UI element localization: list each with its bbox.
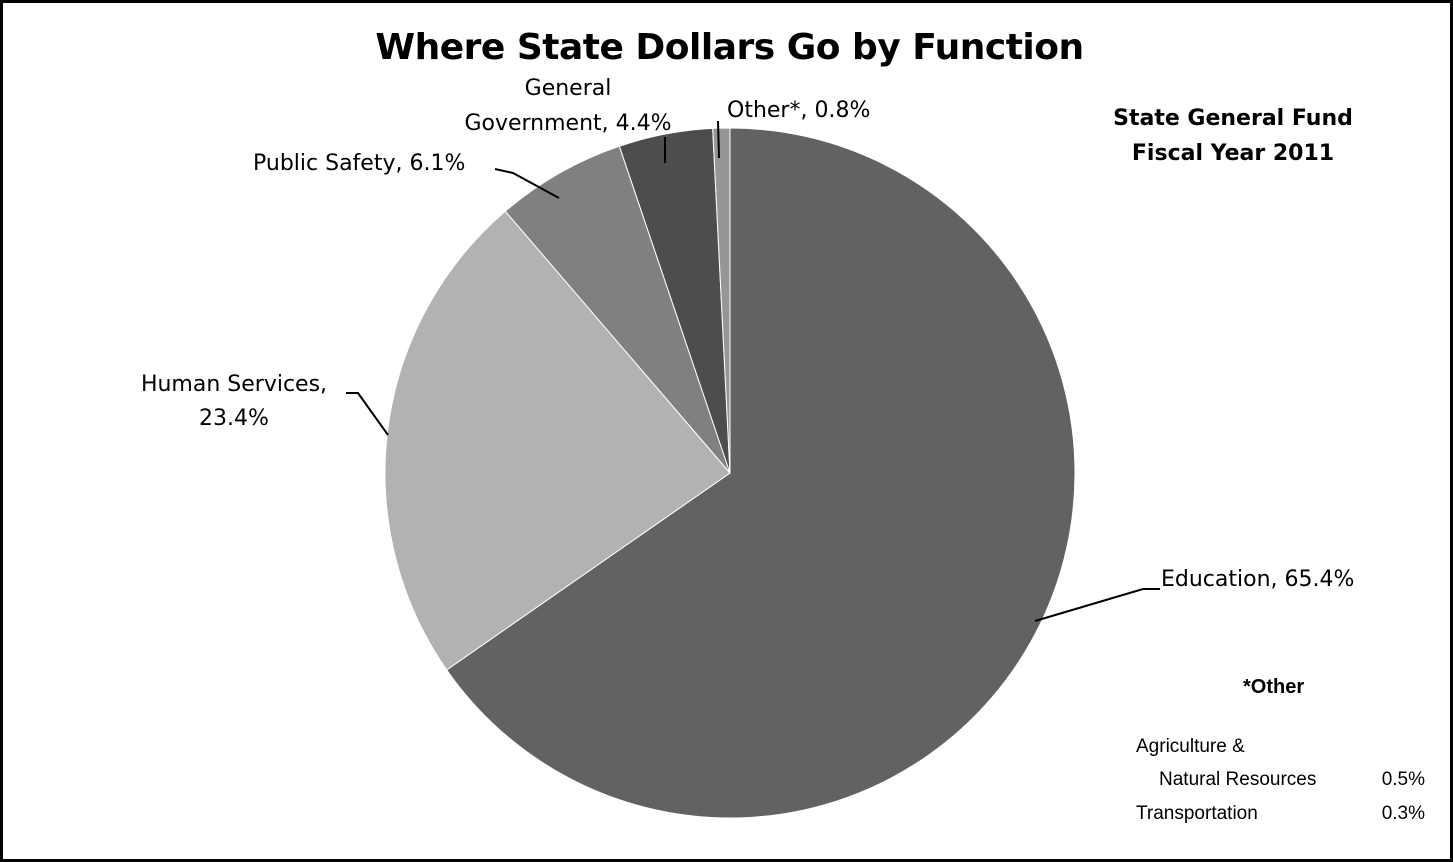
footnote-item-transportation-label: Transportation (1136, 803, 1258, 824)
footnote-item-transportation-value: 0.3% (1381, 803, 1425, 824)
data-label-public-safety: Public Safety, 6.1% (253, 151, 465, 176)
footnote-item-agriculture-line-2: Natural Resources (1159, 769, 1317, 790)
leader-line-other (717, 120, 720, 159)
leader-line-human-services (346, 392, 389, 436)
leader-line-public-safety (494, 168, 560, 199)
pie-slice-education (445, 127, 1076, 819)
footnote-item-agriculture-value: 0.5% (1381, 769, 1425, 790)
data-label-education: Education, 65.4% (1161, 567, 1354, 592)
pie-chart: Education, 65.4% Human Services, 23.4% Publ… (141, 76, 1354, 819)
chart-title: Where State Dollars Go by Function (375, 27, 1084, 68)
footnote-title: *Other (1243, 676, 1305, 698)
pie-slice-human-services (384, 210, 731, 671)
data-label-human-services: Human Services, 23.4% (141, 372, 327, 431)
chart-subtitle: State General Fund Fiscal Year 2011 (1098, 101, 1368, 171)
pie-slice-public-safety (504, 145, 731, 474)
subtitle-line-1: State General Fund (1113, 106, 1353, 131)
pie-slice-other (712, 127, 731, 474)
leader-line-education (1034, 588, 1160, 622)
data-label-general-government: General Government, 4.4% (464, 76, 671, 136)
footnote-item-agriculture-line-1: Agriculture & (1136, 736, 1245, 757)
data-label-other: Other*, 0.8% (727, 98, 870, 123)
subtitle-line-2: Fiscal Year 2011 (1131, 141, 1335, 166)
